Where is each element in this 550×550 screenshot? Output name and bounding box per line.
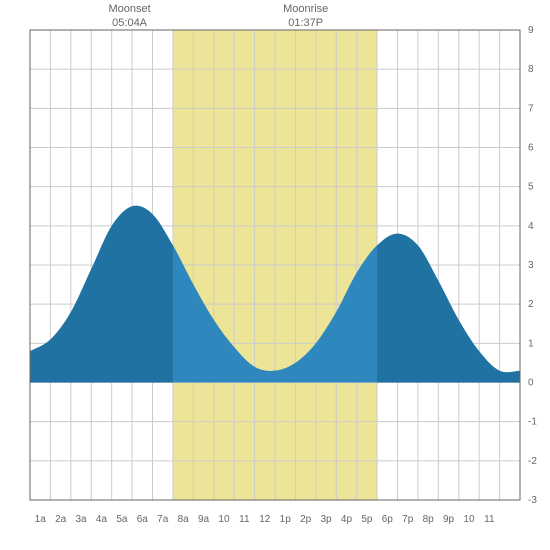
y-tick-label: 0	[528, 378, 534, 389]
x-tick-label: 7a	[157, 514, 169, 525]
tide-chart: -3-2-101234567891a2a3a4a5a6a7a8a9a101112…	[0, 0, 550, 550]
x-tick-label: 7p	[402, 514, 414, 525]
moonrise-title: Moonrise	[283, 3, 328, 15]
x-tick-label: 8a	[178, 514, 190, 525]
y-tick-label: 4	[528, 221, 534, 232]
moonset-time: 05:04A	[112, 17, 147, 29]
moonset-title: Moonset	[109, 3, 151, 15]
moonrise-time: 01:37P	[288, 17, 323, 29]
moonrise-label: Moonrise 01:37P	[283, 2, 328, 31]
moonset-label: Moonset 05:04A	[109, 2, 151, 31]
y-tick-label: 2	[528, 299, 534, 310]
x-tick-label: 2p	[300, 514, 312, 525]
x-tick-label: 4a	[96, 514, 108, 525]
y-tick-label: 6	[528, 143, 534, 154]
x-tick-label: 9a	[198, 514, 210, 525]
x-tick-label: 10	[463, 514, 475, 525]
x-tick-label: 8p	[423, 514, 435, 525]
x-tick-label: 6p	[382, 514, 394, 525]
x-tick-label: 12	[259, 514, 271, 525]
x-tick-label: 1p	[280, 514, 292, 525]
x-tick-label: 3p	[320, 514, 332, 525]
x-tick-label: 4p	[341, 514, 353, 525]
y-tick-label: 3	[528, 260, 534, 271]
x-tick-label: 6a	[137, 514, 149, 525]
x-tick-label: 11	[484, 514, 495, 525]
y-tick-label: -3	[528, 495, 537, 506]
y-tick-label: 7	[528, 103, 534, 114]
chart-svg: -3-2-101234567891a2a3a4a5a6a7a8a9a101112…	[0, 0, 550, 550]
x-tick-label: 5p	[361, 514, 373, 525]
y-tick-label: -2	[528, 456, 537, 467]
y-tick-label: 8	[528, 64, 534, 75]
x-tick-label: 10	[218, 514, 230, 525]
x-tick-label: 5a	[116, 514, 128, 525]
y-tick-label: 5	[528, 182, 534, 193]
y-tick-label: 9	[528, 25, 534, 36]
x-tick-label: 2a	[55, 514, 67, 525]
y-tick-label: -1	[528, 417, 537, 428]
x-tick-label: 1a	[35, 514, 47, 525]
x-tick-label: 11	[239, 514, 250, 525]
x-tick-label: 9p	[443, 514, 455, 525]
y-tick-label: 1	[528, 338, 534, 349]
x-tick-label: 3a	[75, 514, 87, 525]
